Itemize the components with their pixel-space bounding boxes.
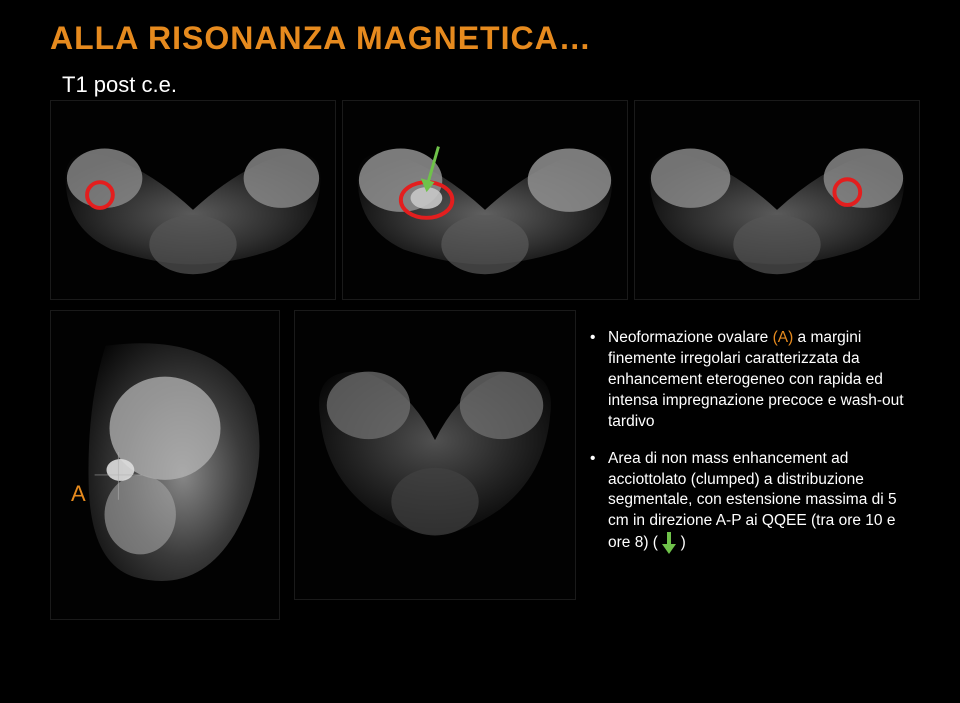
mri-sagittal <box>51 311 279 619</box>
scan-top-1 <box>50 100 336 300</box>
a-label: A <box>71 481 86 507</box>
bullet-2: Area di non mass enhancement ad acciotto… <box>590 449 920 555</box>
b2-pre: Area di non mass enhancement ad acciotto… <box>608 450 897 552</box>
scan-top-3 <box>634 100 920 300</box>
lesion-marker-circle <box>834 179 860 205</box>
arrow-head-icon <box>421 178 435 192</box>
arrow-shaft <box>428 147 439 185</box>
scan-top-2-markers <box>343 101 627 299</box>
top-scan-row <box>50 100 920 300</box>
arrow-down-icon <box>662 532 676 554</box>
b1-paren: (A) <box>773 329 794 346</box>
bottom-row: P A STIR <box>50 310 920 620</box>
scan-top-3-markers <box>635 101 919 299</box>
scan-bottom-mid: STIR <box>294 310 576 600</box>
page-title: ALLA RISONANZA MAGNETICA… <box>50 20 592 57</box>
b2-post: ) <box>676 534 685 551</box>
scan-bottom-left: P A <box>50 310 280 620</box>
b1-pre: Neoformazione ovalare <box>608 329 773 346</box>
subtitle-sequence: T1 post c.e. <box>62 72 177 98</box>
bullet-1: Neoformazione ovalare (A) a margini fine… <box>590 328 920 433</box>
scan-top-2 <box>342 100 628 300</box>
mri-coronal-stir <box>295 311 575 599</box>
lesion-marker-circle <box>87 182 113 208</box>
scan-top-1-markers <box>51 101 335 299</box>
slide-content: P A STIR <box>50 100 920 620</box>
description-text: Neoformazione ovalare (A) a margini fine… <box>590 310 920 570</box>
